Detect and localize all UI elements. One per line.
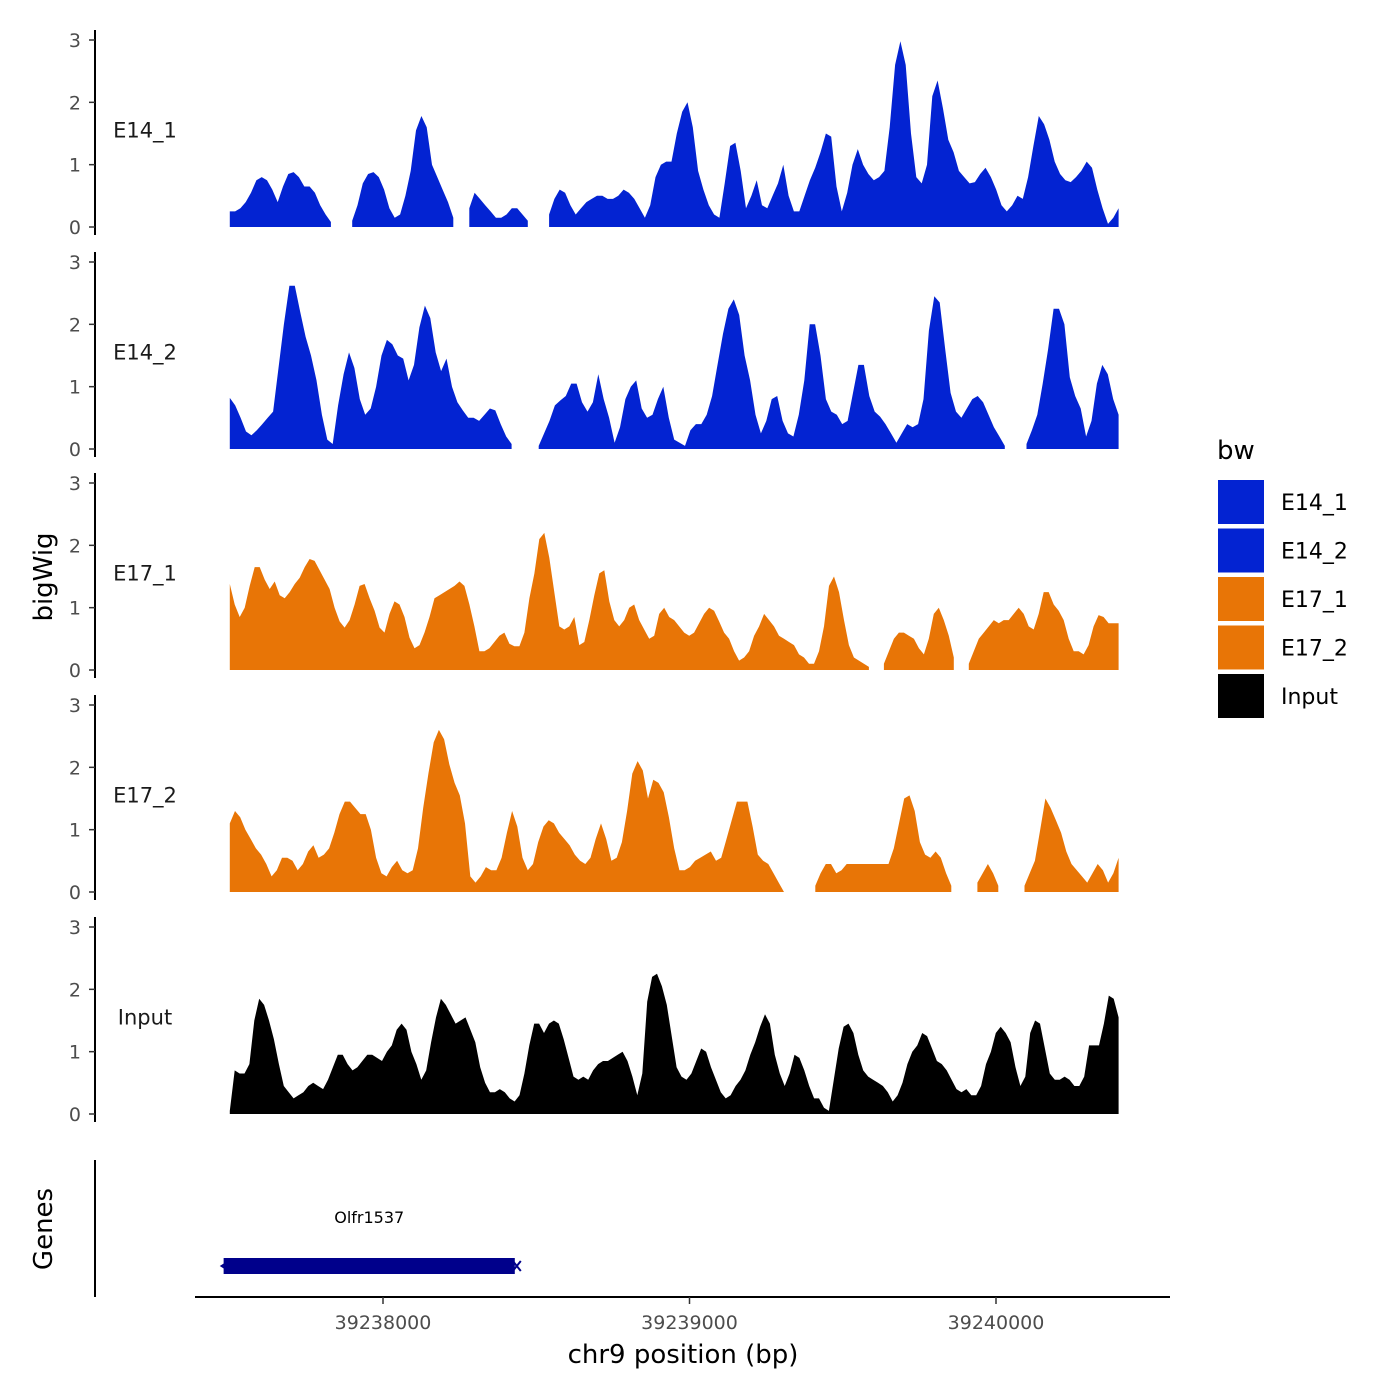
track-E17_2: 0 1 2 3 E17_2 [69, 695, 1119, 904]
genes-axis-title: Genes [29, 1188, 59, 1270]
signal-area-E14_2 [229, 285, 1119, 449]
legend-entry-E14_2: E14_2 [1218, 528, 1348, 573]
track-E14_1: 0 1 2 3 E14_1 [69, 30, 1119, 239]
signal-area-E17_1 [229, 532, 1119, 670]
y-tick-label: 3 [69, 917, 81, 939]
y-tick-label: 1 [69, 598, 81, 620]
signal-area-E17_2 [229, 729, 1119, 892]
y-tick-label: 3 [69, 695, 81, 717]
y-tick-label: 0 [69, 882, 81, 904]
legend-label: E17_1 [1281, 588, 1348, 613]
x-tick-label: 39240000 [948, 1312, 1045, 1334]
x-axis: 39238000 39239000 39240000 [195, 1296, 1170, 1334]
y-tick-label: 2 [69, 92, 81, 114]
legend-label: E14_2 [1281, 540, 1348, 565]
y-tick-label: 0 [69, 1104, 81, 1126]
gene-label: Olfr1537 [334, 1208, 404, 1227]
y-axis-title: bigWig [29, 532, 59, 621]
signal-area-E14_1 [229, 41, 1119, 228]
legend-title: bw [1217, 436, 1255, 466]
legend-swatch [1218, 625, 1264, 670]
y-tick-label: 1 [69, 377, 81, 399]
y-tick-label: 1 [69, 820, 81, 842]
legend-swatch [1218, 674, 1264, 718]
y-tick-label: 2 [69, 535, 81, 557]
track-label: E14_1 [113, 119, 177, 144]
legend-label: Input [1281, 685, 1338, 710]
legend: bw E14_1 E14_2 E17_1 E17_2 Input [1217, 436, 1348, 718]
legend-entry-Input: Input [1218, 674, 1338, 718]
track-label: E17_1 [113, 562, 177, 587]
bigwig-tracks: 0 1 2 3 E14_1 0 1 2 3 E14_2 0 1 2 3 E17_1 0 1 2 3 E17_2 0 1 2 3… [69, 30, 1119, 1126]
signal-area-Input [229, 973, 1119, 1114]
legend-swatch [1218, 577, 1264, 621]
legend-swatch [1218, 480, 1264, 524]
y-tick-label: 0 [69, 439, 81, 461]
legend-label: E14_1 [1281, 491, 1348, 516]
y-tick-label: 0 [69, 660, 81, 682]
legend-swatch [1218, 528, 1264, 573]
y-tick-label: 2 [69, 979, 81, 1001]
x-tick-label: 39238000 [335, 1312, 432, 1334]
x-axis-title: chr9 position (bp) [568, 1340, 799, 1370]
gene-body [223, 1258, 515, 1274]
legend-entry-E17_1: E17_1 [1218, 577, 1348, 621]
legend-label: E17_2 [1281, 637, 1348, 662]
gene-end-mark [512, 1260, 522, 1272]
track-label: E17_2 [113, 784, 177, 809]
y-tick-label: 0 [69, 217, 81, 239]
y-tick-label: 2 [69, 757, 81, 779]
track-label: Input [118, 1006, 172, 1030]
y-tick-label: 3 [69, 252, 81, 274]
strand-arrow-icon [219, 1260, 231, 1272]
gene-Olfr1537: Olfr1537 [219, 1208, 522, 1274]
track-Input: 0 1 2 3 Input [69, 917, 1119, 1126]
legend-entry-E17_2: E17_2 [1218, 625, 1348, 670]
y-tick-label: 1 [69, 1042, 81, 1064]
y-tick-label: 3 [69, 473, 81, 495]
y-tick-label: 2 [69, 314, 81, 336]
x-tick-label: 39239000 [641, 1312, 738, 1334]
track-E14_2: 0 1 2 3 E14_2 [69, 252, 1119, 461]
y-tick-label: 3 [69, 30, 81, 52]
track-label: E14_2 [113, 341, 177, 366]
track-E17_1: 0 1 2 3 E17_1 [69, 473, 1119, 682]
y-tick-label: 1 [69, 155, 81, 177]
legend-entry-E14_1: E14_1 [1218, 480, 1348, 524]
genes-track: Olfr1537 [94, 1160, 522, 1297]
